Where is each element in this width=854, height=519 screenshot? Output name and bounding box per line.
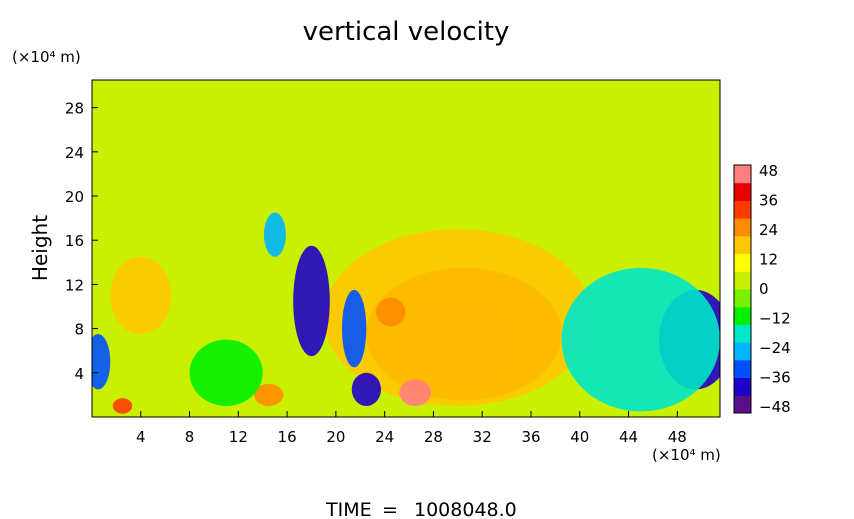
- heatmap-field: [92, 80, 720, 417]
- heatmap-cell: [351, 372, 382, 406]
- y-axis-ticks: 4 8 12 16 20 24 28: [65, 100, 98, 383]
- heatmap-cell: [561, 267, 720, 412]
- heatmap-cell: [254, 383, 284, 406]
- heatmap-cell: [399, 379, 431, 406]
- colorbar-swatch: [734, 218, 751, 237]
- y-tick-label: 24: [65, 144, 84, 162]
- y-tick-label: 12: [65, 276, 84, 294]
- y-tick-label: 20: [65, 188, 84, 206]
- x-tick-label: 48: [668, 428, 687, 446]
- heatmap-cell: [293, 245, 330, 357]
- colorbar-swatch: [734, 165, 751, 184]
- time-footer: TIME = 1008048.0: [325, 499, 517, 519]
- colorbar-tick-label: −12: [759, 310, 791, 328]
- x-tick-label: 36: [521, 428, 540, 446]
- colorbar-frame: [733, 164, 752, 414]
- heatmap-cell: [92, 334, 111, 390]
- heatmap-cell: [323, 229, 592, 406]
- colorbar-swatch: [734, 342, 751, 361]
- x-tick-label: 40: [570, 428, 589, 446]
- colorbar-tick-label: 0: [759, 280, 769, 298]
- colorbar-swatch: [734, 359, 751, 379]
- x-tick-label: 4: [136, 428, 146, 446]
- heatmap-cell: [263, 212, 286, 257]
- colorbar-swatch: [734, 324, 751, 343]
- colorbar-swatch: [734, 200, 751, 219]
- colorbar-swatch: [734, 395, 751, 414]
- y-tick-label: 16: [65, 232, 84, 250]
- time-value: 1008048.0: [414, 499, 517, 519]
- x-axis-unit: (×10⁴ m): [652, 446, 721, 464]
- colorbar-tick-label: 36: [759, 192, 778, 210]
- x-tick-label: 8: [185, 428, 195, 446]
- colorbar-swatch: [734, 289, 751, 308]
- x-tick-label: 16: [278, 428, 297, 446]
- heatmap-cell: [341, 289, 367, 368]
- y-tick-label: 4: [74, 365, 84, 383]
- colorbar-tick-label: 48: [759, 162, 778, 180]
- colorbar: 48 36 24 12 0 −12 −24 −36 −48: [733, 162, 791, 416]
- colorbar-tick-label: −36: [759, 369, 791, 387]
- heatmap-cell: [110, 256, 172, 335]
- x-tick-label: 32: [473, 428, 492, 446]
- y-axis-label: Height: [28, 215, 52, 281]
- colorbar-tick-label: 24: [759, 221, 778, 239]
- plot-frame: [91, 79, 721, 418]
- heatmap-cell: [189, 339, 263, 406]
- colorbar-tick-label: −24: [759, 339, 791, 357]
- colorbar-swatch: [734, 306, 751, 325]
- chart-title: vertical velocity: [303, 17, 510, 47]
- heatmap-cell: [376, 297, 406, 327]
- colorbar-swatch: [734, 377, 751, 396]
- y-tick-label: 28: [65, 100, 84, 118]
- time-label: TIME: [325, 499, 372, 519]
- heatmap-cell: [112, 398, 133, 414]
- time-equals: =: [382, 499, 398, 519]
- x-tick-label: 12: [229, 428, 248, 446]
- colorbar-tick-label: −48: [759, 398, 791, 416]
- y-axis-unit: (×10⁴ m): [12, 48, 81, 66]
- x-axis-ticks: 4 8 12 16 20 24 28 32 36 40 44 48: [136, 411, 687, 446]
- x-tick-label: 20: [326, 428, 345, 446]
- colorbar-swatch: [734, 271, 751, 290]
- colorbar-swatch: [734, 182, 751, 201]
- colorbar-swatch: [734, 235, 751, 255]
- colorbar-tick-label: 12: [759, 251, 778, 269]
- x-tick-label: 44: [619, 428, 638, 446]
- y-tick-label: 8: [74, 321, 84, 339]
- x-tick-label: 24: [375, 428, 394, 446]
- colorbar-swatch: [734, 253, 751, 272]
- x-tick-label: 28: [424, 428, 443, 446]
